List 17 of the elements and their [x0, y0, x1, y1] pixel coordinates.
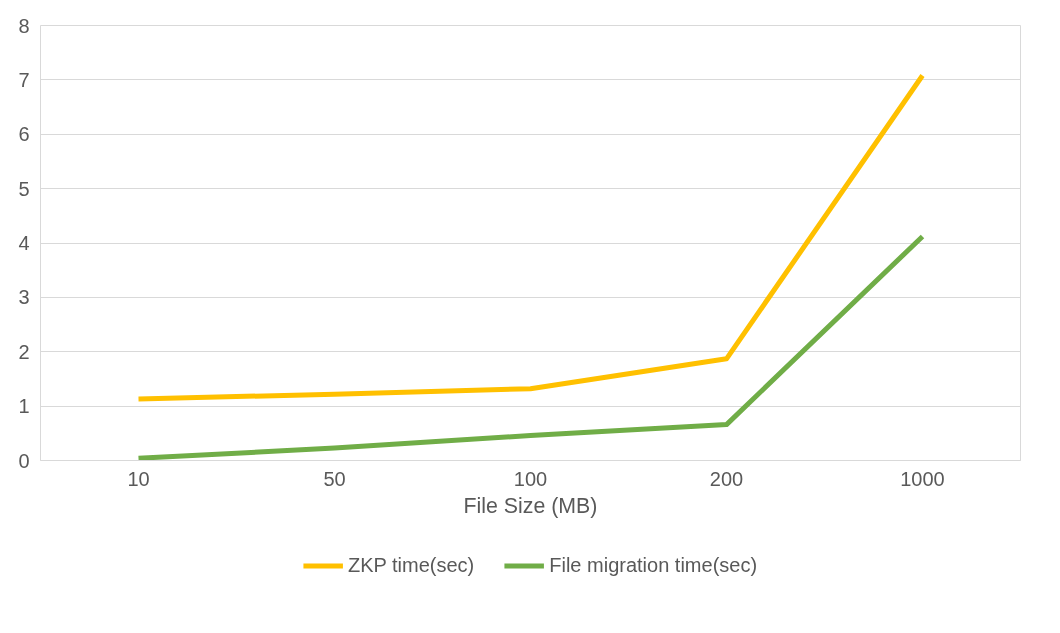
x-tick-label: 1000: [900, 467, 945, 490]
x-axis-title: File Size (MB): [463, 493, 598, 518]
y-tick-label: 0: [18, 449, 30, 472]
y-tick-label: 6: [18, 123, 30, 146]
legend-label: ZKP time(sec): [347, 553, 475, 577]
legend-label: File migration time(sec): [549, 553, 758, 577]
y-tick-label: 8: [18, 14, 30, 37]
x-tick-label: 50: [323, 467, 346, 490]
y-tick-label: 4: [18, 232, 30, 254]
y-tick-label: 5: [18, 177, 30, 200]
y-tick-label: 3: [18, 286, 30, 309]
x-tick-label: 10: [127, 467, 150, 490]
x-tick-label: 200: [709, 467, 744, 490]
x-tick-label: 100: [513, 467, 548, 490]
y-tick-label: 1: [18, 395, 30, 418]
y-tick-label: 7: [18, 68, 30, 91]
y-tick-label: 2: [18, 340, 30, 363]
